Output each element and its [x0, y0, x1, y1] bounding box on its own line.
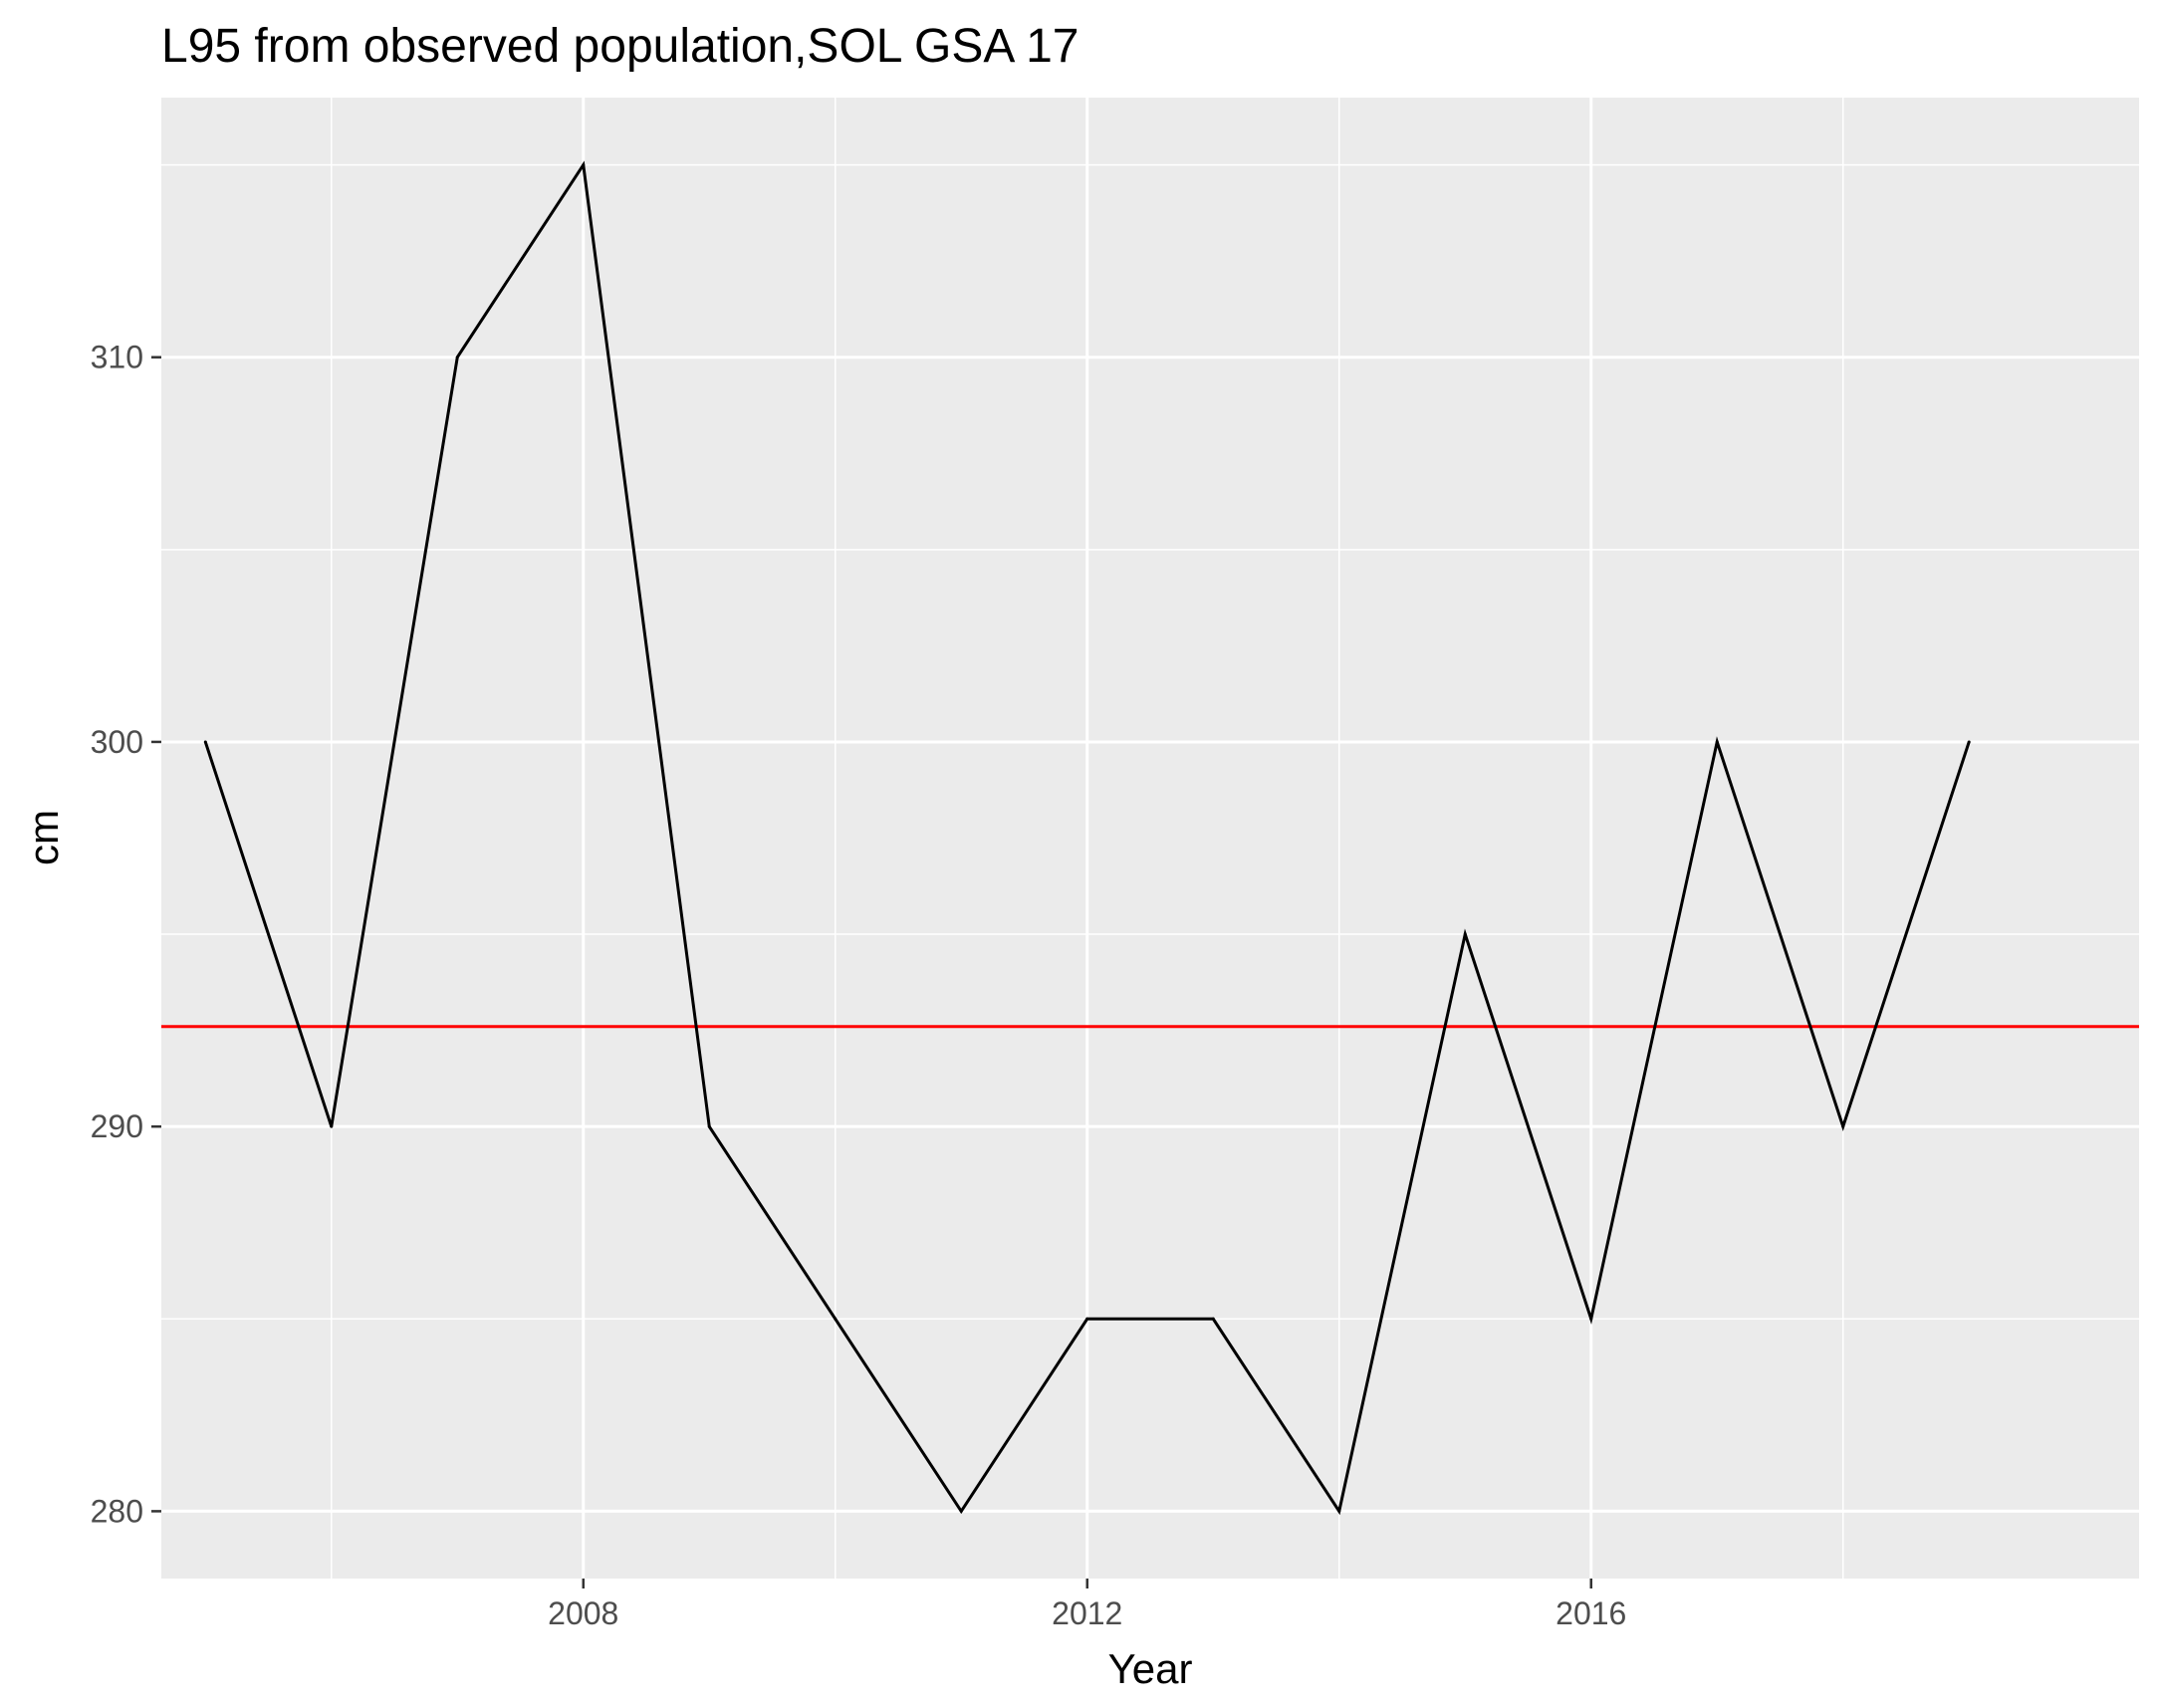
- data-point: [582, 163, 586, 167]
- data-point: [834, 1317, 838, 1321]
- series-layer: [203, 160, 1971, 1516]
- x-tick-label: 2016: [1556, 1595, 1626, 1631]
- data-point: [707, 1124, 711, 1128]
- data-point: [203, 740, 207, 744]
- data-point: [1715, 740, 1719, 744]
- x-tick-label: 2012: [1052, 1595, 1122, 1631]
- data-point: [455, 356, 459, 360]
- data-point: [959, 1509, 963, 1513]
- minor-gridlines: [161, 98, 2139, 1579]
- data-point: [1463, 932, 1467, 936]
- data-point: [1589, 1317, 1593, 1321]
- major-gridlines: [161, 98, 2139, 1579]
- x-tick-label: 2008: [548, 1595, 618, 1631]
- y-tick-label: 290: [91, 1108, 143, 1144]
- data-point: [1841, 1124, 1845, 1128]
- data-point: [1967, 740, 1971, 744]
- x-axis: 2008 2012 2016: [548, 1579, 1626, 1631]
- data-point: [1211, 1317, 1215, 1321]
- y-axis: 280 290 300 310: [91, 340, 161, 1529]
- chart-title: L95 from observed population,SOL GSA 17: [161, 20, 1079, 73]
- data-point: [330, 1124, 334, 1128]
- y-axis-title: cm: [20, 810, 67, 865]
- plot-panel: [161, 98, 2139, 1579]
- y-tick-label: 280: [91, 1493, 143, 1529]
- y-tick-label: 300: [91, 724, 143, 760]
- data-point: [1085, 1317, 1089, 1321]
- x-axis-title: Year: [1108, 1645, 1193, 1692]
- data-point: [1337, 1509, 1341, 1513]
- y-tick-label: 310: [91, 340, 143, 375]
